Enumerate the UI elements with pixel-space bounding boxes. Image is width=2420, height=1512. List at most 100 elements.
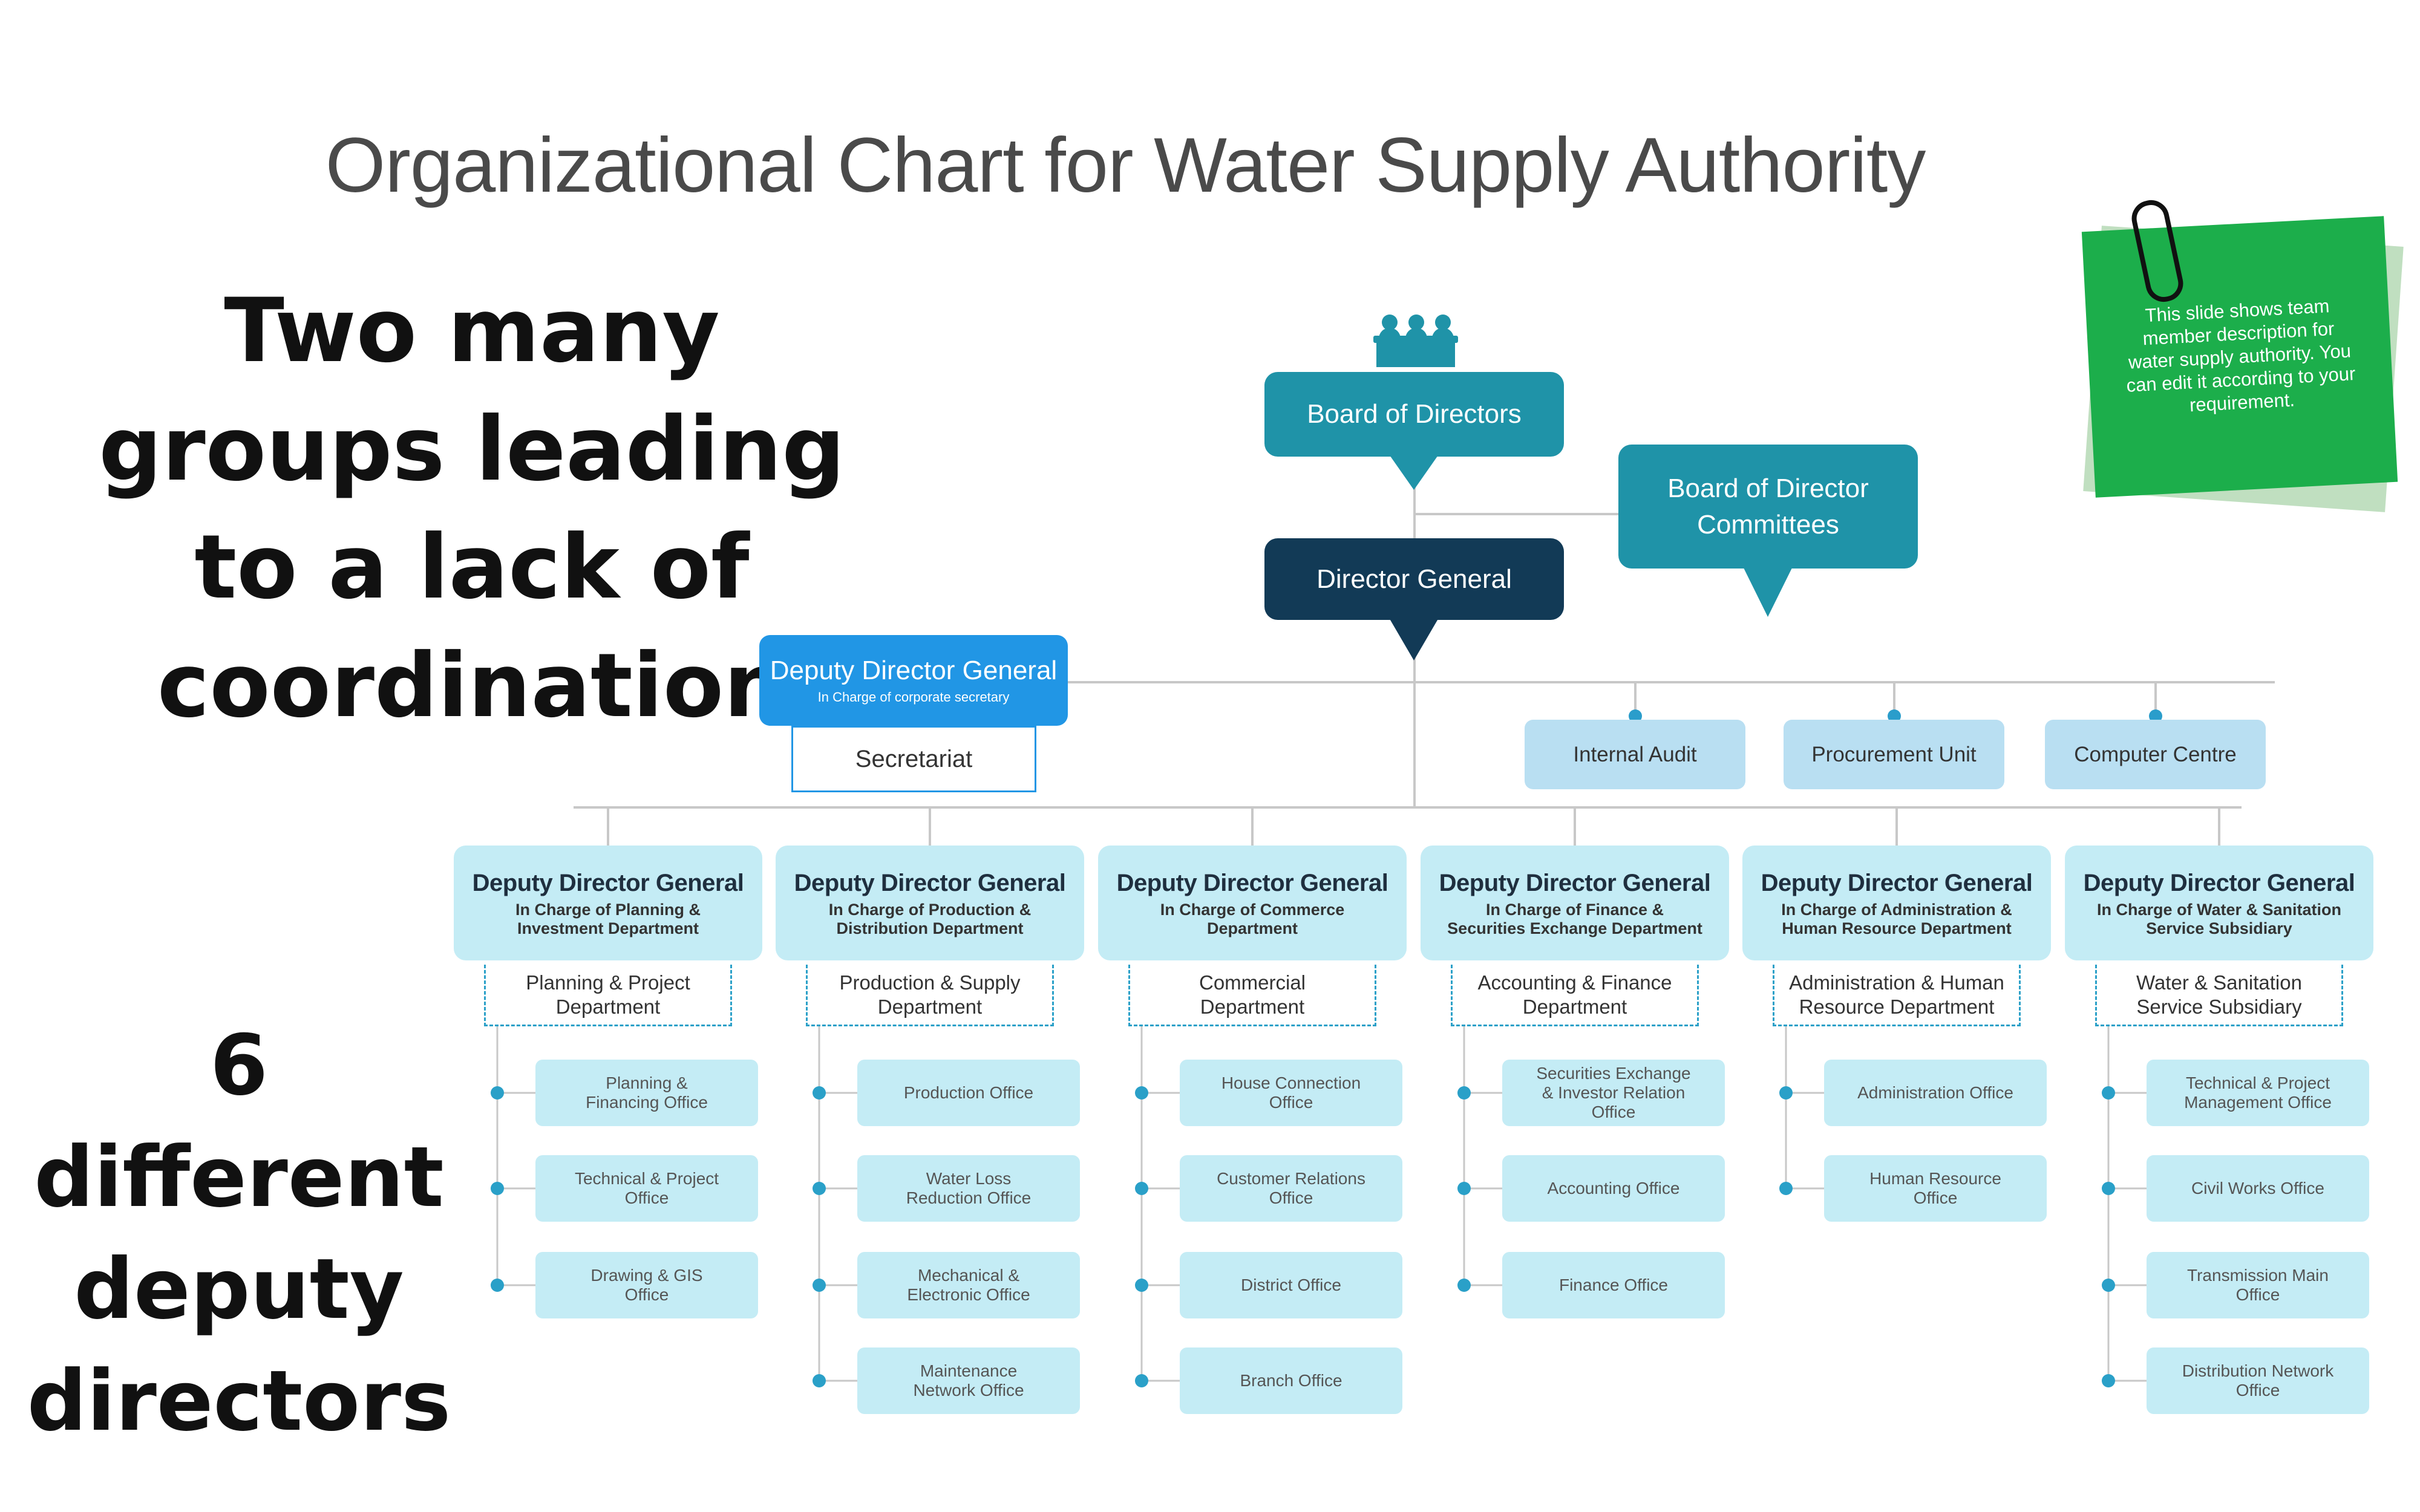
department-label: Accounting & Finance Department [1477, 971, 1672, 1018]
office-label: Technical & Project Management Office [2184, 1074, 2332, 1112]
department-label: Water & Sanitation Service Subsidiary [2136, 971, 2302, 1018]
office-label-line: Customer Relations [1217, 1168, 1365, 1188]
department-label: Administration & Human Resource Departmen… [1789, 971, 2004, 1018]
office-label-line: Drawing & GIS [590, 1265, 703, 1285]
deputy-director-card: Deputy Director General In Charge of Prod… [776, 846, 1084, 960]
office-label-line: Branch Office [1240, 1370, 1342, 1390]
office-label-line: Human Resource [1869, 1168, 2001, 1188]
office-connector-dot [813, 1086, 826, 1100]
office-label-line: Accounting Office [1547, 1178, 1680, 1198]
department-label: Planning & Project Department [526, 971, 690, 1018]
office-connector-dot [2102, 1182, 2115, 1195]
secretary-deputy-subtitle: In Charge of corporate secretary [817, 689, 1010, 705]
deputy-subtitle-line: Securities Exchange Department [1447, 919, 1702, 938]
office-label-line: Water Loss [926, 1168, 1012, 1188]
office-label-line: Office [1269, 1188, 1313, 1207]
office-box: Customer Relations Office [1180, 1155, 1402, 1222]
office-label: Human Resource Office [1869, 1169, 2001, 1208]
deputy-subtitle-line: In Charge of Administration & [1781, 901, 2012, 919]
deputy-title: Deputy Director General [1761, 870, 2033, 896]
annotation-six-deputies: 6 different deputy directors [27, 1017, 451, 1450]
office-label: Branch Office [1240, 1371, 1342, 1390]
office-label: Administration Office [1857, 1083, 2013, 1103]
office-connector-dot [1779, 1086, 1793, 1100]
office-label-line: Reduction Office [906, 1188, 1032, 1207]
office-box: Technical & Project Management Office [2147, 1060, 2369, 1126]
office-connector-dot [491, 1086, 504, 1100]
office-label-line: & Investor Relation [1542, 1083, 1686, 1102]
department-label: Production & Supply Department [839, 971, 1020, 1018]
office-label: Securities Exchange & Investor Relation Of… [1536, 1064, 1690, 1123]
office-connector-dot [813, 1279, 826, 1292]
unit-connector-dot [2149, 709, 2162, 723]
annotation-too-many-groups: Two many groups leading to a lack of coo… [99, 279, 845, 737]
department-label: Commercial Department [1199, 971, 1306, 1018]
office-label-line: Office [1269, 1093, 1313, 1112]
office-box: Finance Office [1502, 1252, 1725, 1318]
office-box: Administration Office [1824, 1060, 2047, 1126]
office-box: Maintenance Network Office [857, 1347, 1080, 1414]
deputy-director-card: Deputy Director General In Charge of Admi… [1742, 846, 2051, 960]
deputy-subtitle-line: In Charge of Commerce [1160, 901, 1345, 919]
board-committees-box: Board of Director Committees [1618, 445, 1918, 569]
committees-callout-tail [1742, 565, 1793, 617]
office-box: Technical & Project Office [535, 1155, 758, 1222]
computer-centre-box: Computer Centre [2045, 720, 2266, 789]
department-label-line: Service Subsidiary [2136, 995, 2302, 1018]
office-label-line: Network Office [913, 1381, 1024, 1400]
deputy-director-card: Deputy Director General In Charge of Plan… [454, 846, 762, 960]
office-label: Customer Relations Office [1217, 1169, 1365, 1208]
office-connector-dot [1135, 1374, 1148, 1387]
chart-title: Organizational Chart for Water Supply Au… [325, 122, 1926, 209]
department-label-line: Department [1522, 995, 1627, 1018]
deputy-subtitle-line: In Charge of Production & [828, 901, 1032, 919]
deputy-subtitle-line: Investment Department [517, 919, 699, 938]
office-box: Civil Works Office [2147, 1155, 2369, 1222]
office-label-line: Electronic Office [907, 1285, 1030, 1304]
office-label-line: Office [624, 1188, 669, 1207]
office-connector-dot [1135, 1279, 1148, 1292]
office-label: Accounting Office [1548, 1179, 1680, 1198]
deputy-subtitle: In Charge of Finance & Securities Exchang… [1421, 901, 1729, 938]
deputy-subtitle-line: In Charge of Water & Sanitation [2096, 901, 2342, 919]
office-label-line: Office [1591, 1103, 1636, 1122]
office-label-line: Distribution Network [2182, 1361, 2334, 1380]
office-label-line: Technical & Project [574, 1168, 719, 1188]
department-label-line: Planning & Project [526, 971, 690, 994]
office-connector-dot [1457, 1086, 1471, 1100]
office-connector-dot [813, 1374, 826, 1387]
office-box: Water Loss Reduction Office [857, 1155, 1080, 1222]
office-box: Distribution Network Office [2147, 1347, 2369, 1414]
deputy-title: Deputy Director General [472, 870, 744, 896]
office-box: Drawing & GIS Office [535, 1252, 758, 1318]
deputy-director-card: Deputy Director General In Charge of Fina… [1421, 846, 1729, 960]
unit-connector-dot [1629, 709, 1642, 723]
office-label-line: Office [2235, 1381, 2280, 1400]
office-box: Planning & Financing Office [535, 1060, 758, 1126]
office-label: Water Loss Reduction Office [906, 1169, 1032, 1208]
office-label-line: Securities Exchange [1536, 1063, 1691, 1083]
office-connector-dot [491, 1182, 504, 1195]
deputy-subtitle-line: Human Resource Department [1782, 919, 2012, 938]
office-label-line: Technical & Project [2185, 1073, 2330, 1092]
deputy-subtitle: In Charge of Water & Sanitation Service S… [2065, 901, 2373, 938]
committees-line-2: Committees [1697, 509, 1839, 539]
secretariat-box: Secretariat [791, 726, 1036, 792]
department-label-line: Commercial [1199, 971, 1306, 994]
deputy-title: Deputy Director General [1439, 870, 1711, 896]
office-connector-dot [2102, 1374, 2115, 1387]
department-box: Accounting & Finance Department [1451, 965, 1699, 1026]
internal-audit-box: Internal Audit [1525, 720, 1745, 789]
department-label-line: Department [1200, 995, 1305, 1018]
office-label-line: Mechanical & [917, 1265, 1020, 1285]
department-label-line: Resource Department [1799, 995, 1995, 1018]
department-box: Production & Supply Department [806, 965, 1054, 1026]
department-label-line: Administration & Human [1789, 971, 2004, 994]
office-box: Production Office [857, 1060, 1080, 1126]
deputy-title: Deputy Director General [2083, 870, 2355, 896]
deputy-title: Deputy Director General [794, 870, 1066, 896]
deputy-subtitle: In Charge of Production & Distribution De… [776, 901, 1084, 938]
deputy-subtitle: In Charge of Administration & Human Resou… [1742, 901, 2051, 938]
department-label-line: Accounting & Finance [1477, 971, 1672, 994]
